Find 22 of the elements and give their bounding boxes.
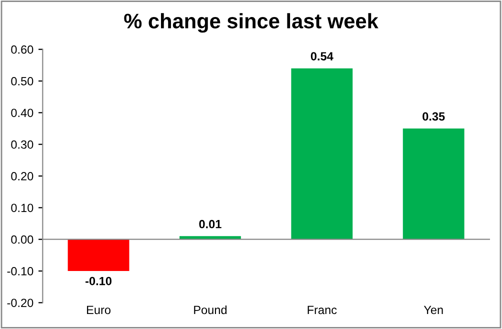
x-tick-label: Euro [87, 306, 110, 314]
x-tick-label: Yen [424, 306, 443, 314]
y-tick-label: -0.10 [7, 267, 34, 276]
x-tick-label: Pound [194, 305, 227, 314]
bar [291, 68, 353, 240]
x-tick-label: Franc [308, 306, 337, 314]
bar [402, 128, 464, 240]
bar [179, 236, 241, 240]
y-tick-label: 0.00 [11, 235, 34, 244]
bar [68, 239, 130, 272]
y-tick-label: 0.10 [11, 204, 34, 212]
y-tick-label: 0.30 [11, 140, 34, 149]
chart-title: % change since last week [124, 13, 378, 33]
data-label: -0.10 [86, 276, 112, 286]
y-tick-label: 0.40 [11, 108, 34, 118]
y-tick-label: 0.60 [11, 45, 34, 54]
y-tick-label: 0.50 [11, 77, 34, 86]
data-label: 0.01 [199, 220, 222, 228]
data-label: 0.54 [310, 52, 334, 60]
data-label: 0.35 [422, 112, 445, 121]
y-tick-label: 0.20 [11, 172, 34, 180]
y-tick-label: -0.20 [7, 298, 34, 308]
